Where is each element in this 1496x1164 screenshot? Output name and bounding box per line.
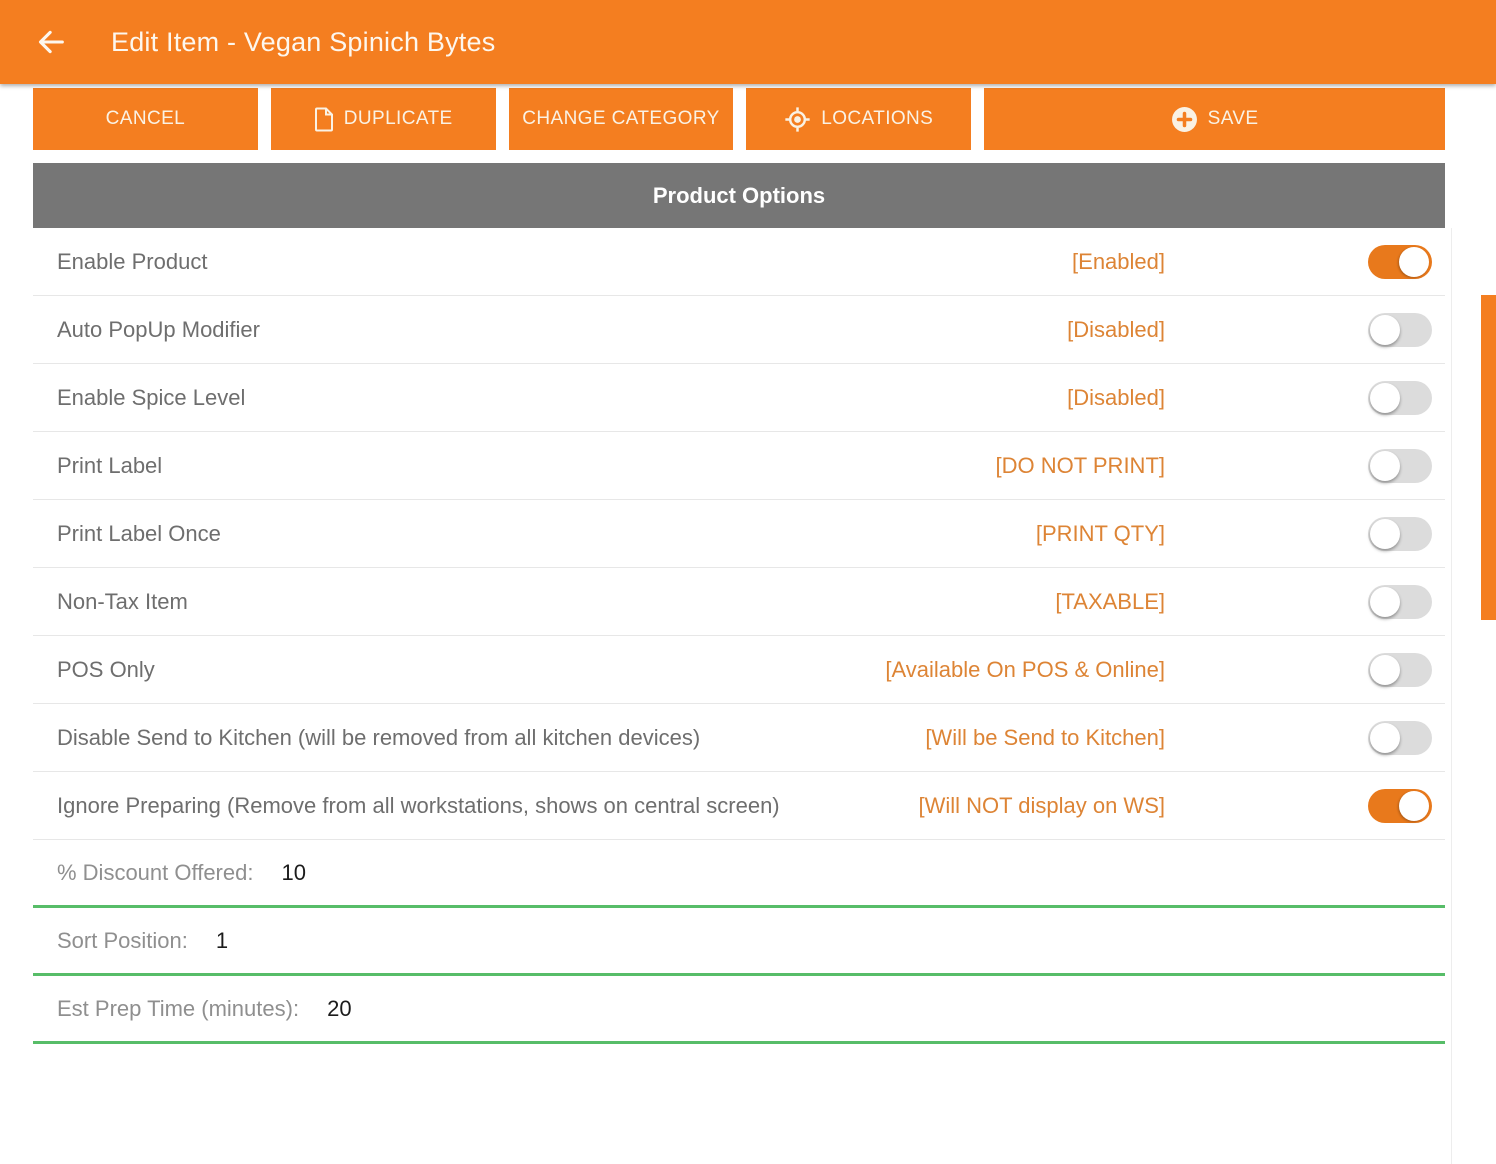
- row-enable-spice-level: Enable Spice Level [Disabled]: [33, 364, 1445, 432]
- row-status: [PRINT QTY]: [1035, 520, 1165, 546]
- row-label: Print Label Once: [57, 520, 221, 546]
- document-copy-icon: [314, 107, 333, 131]
- cancel-button-label: CANCEL: [105, 108, 186, 129]
- locations-button[interactable]: LOCATIONS: [746, 88, 972, 150]
- row-sort-position: Sort Position:: [33, 908, 1445, 976]
- row-label: Enable Product: [57, 248, 208, 274]
- row-discount-offered: % Discount Offered:: [33, 840, 1445, 908]
- toggle-knob: [1370, 586, 1400, 617]
- toggle-non-tax-item[interactable]: [1368, 584, 1432, 619]
- row-print-label: Print Label [DO NOT PRINT]: [33, 432, 1445, 500]
- toggle-print-label-once[interactable]: [1368, 516, 1432, 551]
- toggle-knob: [1399, 790, 1429, 821]
- toggle-print-label[interactable]: [1368, 448, 1432, 483]
- app-header: Edit Item - Vegan Spinich Bytes: [0, 0, 1496, 84]
- row-label: Auto PopUp Modifier: [57, 316, 260, 342]
- content-right-edge: [1451, 228, 1452, 1164]
- toggle-knob: [1399, 246, 1429, 277]
- toggle-knob: [1370, 382, 1400, 413]
- section-header-product-options: Product Options: [33, 163, 1445, 228]
- row-label: Non-Tax Item: [57, 588, 188, 614]
- toggle-knob: [1370, 654, 1400, 685]
- row-pos-only: POS Only [Available On POS & Online]: [33, 636, 1445, 704]
- page-title: Edit Item - Vegan Spinich Bytes: [111, 26, 496, 57]
- row-est-prep-time: Est Prep Time (minutes):: [33, 976, 1445, 1044]
- locations-button-label: LOCATIONS: [821, 108, 934, 129]
- row-status: [DO NOT PRINT]: [995, 452, 1166, 478]
- toggle-pos-only[interactable]: [1368, 652, 1432, 687]
- toggle-auto-popup-modifier[interactable]: [1368, 312, 1432, 347]
- row-disable-send-to-kitchen: Disable Send to Kitchen (will be removed…: [33, 704, 1445, 772]
- toggle-knob: [1370, 314, 1400, 345]
- section-title: Product Options: [652, 182, 826, 208]
- toggle-knob: [1370, 518, 1400, 549]
- est-prep-time-input[interactable]: [325, 994, 1432, 1023]
- row-label: Print Label: [57, 452, 163, 478]
- vertical-scrollbar-thumb[interactable]: [1481, 295, 1496, 620]
- row-status: [Will be Send to Kitchen]: [925, 724, 1165, 750]
- toggle-enable-product[interactable]: [1368, 244, 1432, 279]
- discount-offered-label: % Discount Offered:: [57, 859, 254, 885]
- toolbar: CANCEL DUPLICATE CHANGE CATEGORY LOCATIO…: [33, 88, 1445, 150]
- duplicate-button-label: DUPLICATE: [343, 108, 453, 129]
- row-label: Enable Spice Level: [57, 384, 246, 410]
- toggle-enable-spice-level[interactable]: [1368, 380, 1432, 415]
- est-prep-time-label: Est Prep Time (minutes):: [57, 995, 300, 1021]
- row-status: [Available On POS & Online]: [885, 656, 1165, 682]
- row-label: POS Only: [57, 656, 155, 682]
- row-status: [Enabled]: [1072, 248, 1165, 274]
- gps-target-icon: [785, 106, 810, 132]
- row-label: Disable Send to Kitchen (will be removed…: [57, 724, 701, 750]
- row-ignore-preparing: Ignore Preparing (Remove from all workst…: [33, 772, 1445, 840]
- row-auto-popup-modifier: Auto PopUp Modifier [Disabled]: [33, 296, 1445, 364]
- toggle-ignore-preparing[interactable]: [1368, 788, 1432, 823]
- row-status: [Will NOT display on WS]: [918, 792, 1165, 818]
- save-button[interactable]: SAVE: [984, 88, 1445, 150]
- duplicate-button[interactable]: DUPLICATE: [270, 88, 496, 150]
- row-enable-product: Enable Product [Enabled]: [33, 228, 1445, 296]
- sort-position-label: Sort Position:: [57, 927, 188, 953]
- change-category-button-label: CHANGE CATEGORY: [522, 108, 720, 129]
- toggle-knob: [1370, 450, 1400, 481]
- arrow-left-icon: [38, 30, 64, 54]
- back-button[interactable]: [33, 24, 69, 60]
- plus-circle-icon: [1171, 106, 1197, 132]
- row-status: [TAXABLE]: [1055, 588, 1165, 614]
- row-status: [Disabled]: [1067, 316, 1165, 342]
- save-button-label: SAVE: [1207, 108, 1259, 129]
- sort-position-input[interactable]: [213, 926, 1432, 955]
- row-print-label-once: Print Label Once [PRINT QTY]: [33, 500, 1445, 568]
- row-non-tax-item: Non-Tax Item [TAXABLE]: [33, 568, 1445, 636]
- product-options-list: Enable Product [Enabled] Auto PopUp Modi…: [33, 228, 1452, 1164]
- discount-offered-input[interactable]: [279, 858, 1432, 887]
- toggle-disable-send-to-kitchen[interactable]: [1368, 720, 1432, 755]
- cancel-button[interactable]: CANCEL: [33, 88, 258, 150]
- row-status: [Disabled]: [1067, 384, 1165, 410]
- row-label: Ignore Preparing (Remove from all workst…: [57, 792, 780, 818]
- change-category-button[interactable]: CHANGE CATEGORY: [508, 88, 734, 150]
- toggle-knob: [1370, 722, 1400, 753]
